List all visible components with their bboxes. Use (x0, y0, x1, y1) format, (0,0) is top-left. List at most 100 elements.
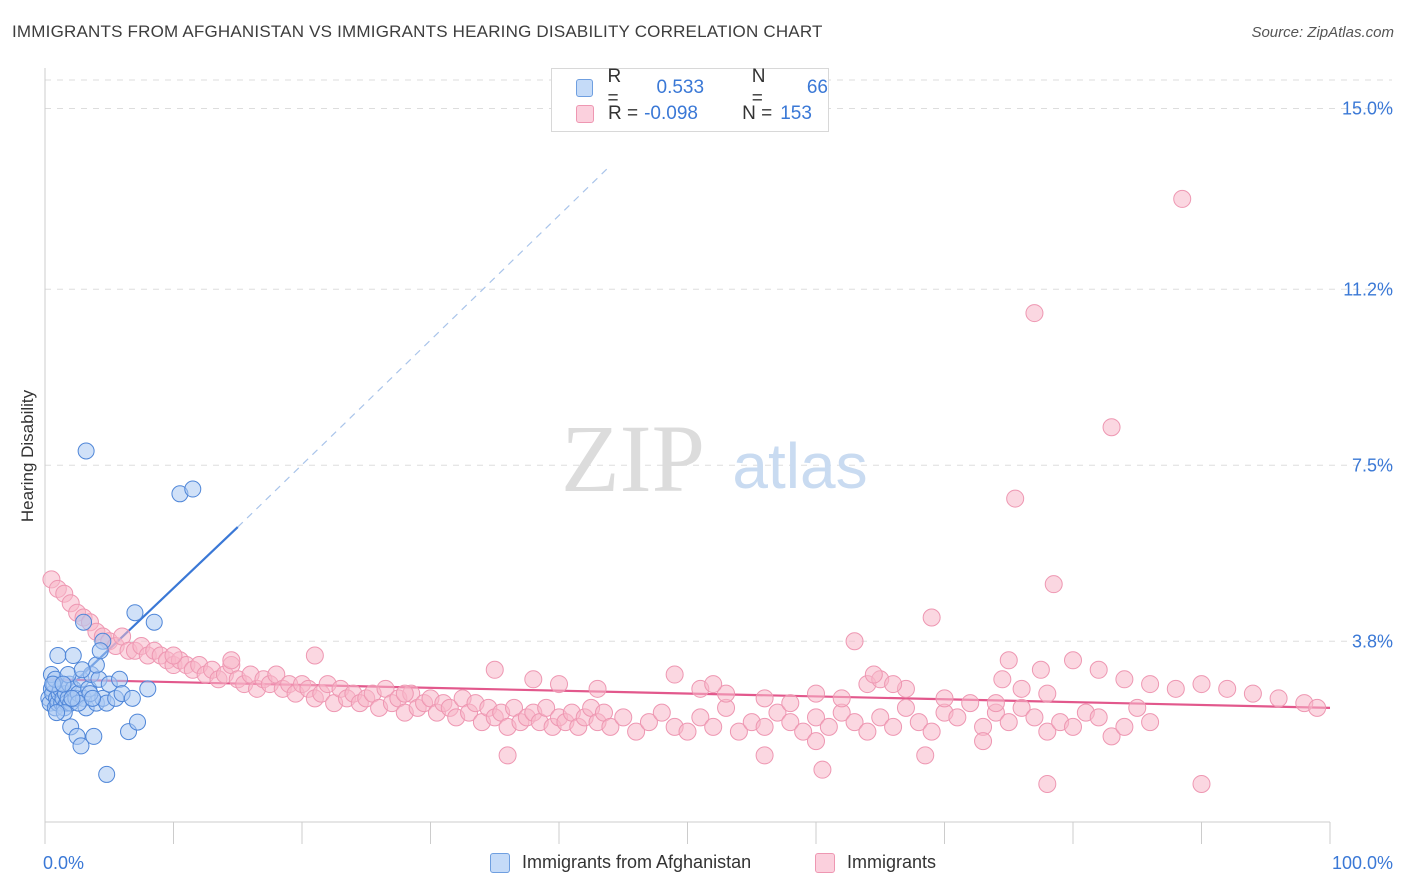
afghanistan-point (54, 675, 72, 693)
afghanistan-point (111, 670, 129, 688)
immigrants-point (1166, 679, 1185, 698)
immigrants-point (935, 689, 954, 708)
immigrants-point (922, 608, 941, 627)
afghanistan-point (63, 689, 81, 707)
immigrants-point (1102, 727, 1121, 746)
immigrants-point (1038, 774, 1057, 793)
immigrants-point (1141, 675, 1160, 694)
immigrants-point (755, 689, 774, 708)
immigrants-point (781, 694, 800, 713)
immigrants-point (845, 713, 864, 732)
immigrants-point (601, 717, 620, 736)
x-tick-label: 100.0% (1332, 853, 1393, 873)
immigrants-point (1115, 670, 1134, 689)
immigrants-point (807, 684, 825, 703)
immigrants-point (1243, 684, 1262, 703)
immigrants-point (961, 694, 980, 713)
legend-swatch-pink (576, 105, 594, 123)
afghanistan-point (126, 604, 144, 622)
afghanistan-point (123, 689, 141, 707)
correlation-legend: R = 0.533 N = 66 R = -0.098 N = 153 (551, 66, 829, 132)
immigrants-point (1044, 575, 1063, 594)
legend-row-afghanistan: R = 0.533 N = 66 (576, 66, 828, 109)
y-tick-label: 11.2% (1343, 279, 1393, 299)
immigrants-point (819, 717, 838, 736)
immigrants-point (639, 713, 658, 732)
afghanistan-point (129, 713, 147, 731)
legend-r-value: -0.098 (644, 103, 698, 124)
afghanistan-point (49, 647, 67, 665)
series-immigrants-points (42, 189, 1327, 793)
immigrants-point (884, 675, 903, 694)
watermark-zip: ZIP (561, 405, 705, 512)
legend-r-label: R = (608, 103, 639, 124)
immigrants-point (678, 722, 697, 741)
immigrants-point (1089, 708, 1108, 727)
legend-n-value: 66 (806, 77, 828, 98)
chart-title: IMMIGRANTS FROM AFGHANISTAN VS IMMIGRANT… (12, 22, 823, 41)
immigrants-point (916, 746, 935, 765)
afghanistan-point (139, 680, 157, 698)
afghanistan-trend-extension (237, 165, 611, 528)
afghanistan-point (85, 727, 103, 745)
immigrants-point (909, 713, 928, 732)
immigrants-point (1115, 717, 1134, 736)
immigrants-point (524, 670, 543, 689)
afghanistan-point (184, 480, 202, 498)
immigrants-point (871, 708, 890, 727)
source-label: Source: ZipAtlas.com (1251, 24, 1394, 41)
bottom-legend-label-immigrants: Immigrants (847, 852, 937, 872)
immigrants-point (922, 722, 941, 741)
immigrants-point (1064, 651, 1082, 670)
afghanistan-point (91, 642, 109, 660)
afghanistan-point (64, 647, 82, 665)
immigrants-point (1064, 717, 1082, 736)
immigrants-point (999, 713, 1018, 732)
afghanistan-point (145, 613, 163, 631)
immigrants-point (993, 670, 1012, 689)
immigrants-point (1192, 774, 1211, 793)
immigrants-point (1218, 679, 1237, 698)
legend-r-value: 0.533 (656, 77, 705, 98)
y-tick-label: 7.5% (1352, 455, 1393, 475)
afghanistan-point (87, 656, 105, 674)
immigrants-point (1308, 698, 1327, 717)
immigrants-point (1025, 304, 1044, 323)
immigrants-point (768, 703, 787, 722)
immigrants-point (974, 732, 993, 751)
immigrants-point (717, 684, 736, 703)
immigrants-point (550, 675, 568, 694)
legend-r-label: R = (607, 66, 622, 109)
bottom-legend-swatch-blue (490, 852, 510, 873)
x-tick-label: 0.0% (43, 853, 84, 873)
immigrants-point (704, 717, 723, 736)
immigrants-point (1012, 698, 1031, 717)
immigrants-point (1006, 489, 1025, 508)
immigrants-point (781, 713, 800, 732)
immigrants-point (845, 632, 864, 651)
legend-n-value: 153 (780, 103, 812, 124)
immigrants-point (537, 698, 556, 717)
bottom-legend-swatch-pink (815, 852, 835, 873)
afghanistan-point (73, 661, 91, 679)
y-tick-label: 15.0% (1342, 99, 1393, 119)
immigrants-point (1012, 679, 1031, 698)
immigrants-point (614, 708, 633, 727)
immigrants-point (948, 708, 967, 727)
immigrants-point (395, 684, 414, 703)
y-tick-label: 3.8% (1352, 631, 1393, 651)
immigrants-point (691, 708, 710, 727)
immigrants-point (305, 646, 324, 665)
immigrants-point (896, 698, 915, 717)
afghanistan-point (98, 765, 116, 783)
immigrants-point (864, 665, 883, 684)
immigrants-point (794, 722, 813, 741)
afghanistan-point (77, 442, 95, 460)
bottom-legend-label-afghanistan: Immigrants from Afghanistan (522, 852, 752, 872)
immigrants-point (1089, 660, 1108, 679)
immigrants-point (729, 722, 748, 741)
afghanistan-point (75, 613, 93, 631)
immigrants-point (1038, 722, 1057, 741)
immigrants-point (1141, 713, 1160, 732)
legend-n-label: N = (742, 103, 773, 124)
